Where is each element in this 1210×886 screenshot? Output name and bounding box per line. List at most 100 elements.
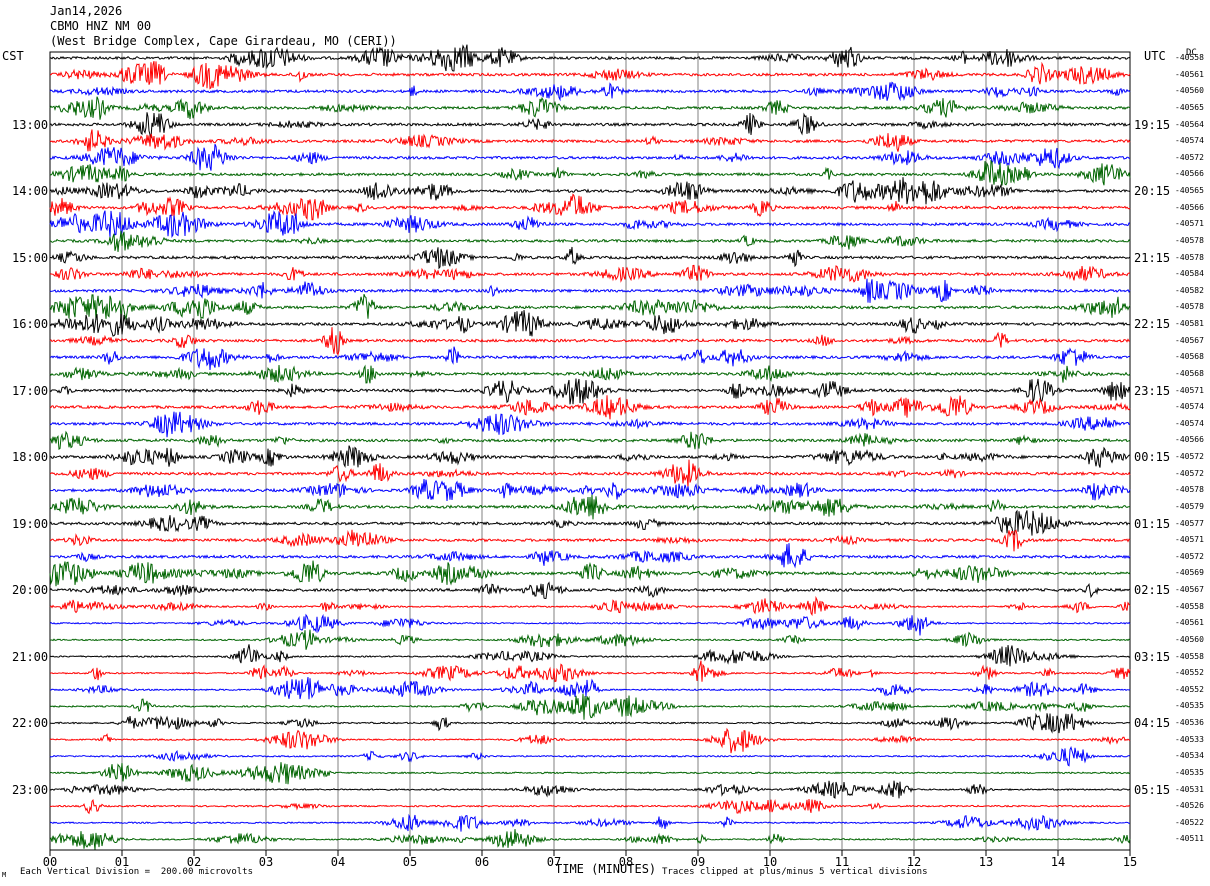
trace-line [49,378,1131,405]
trace-line [49,712,1131,734]
x-tick-label: 09 [691,855,705,869]
station-label: CBMO HNZ NM 00 [50,19,152,33]
left-hour-label: 14:00 [12,184,49,198]
dc-offset-label: -40566 [1175,169,1204,179]
clip-note: Traces clipped at plus/minus 5 vertical … [662,867,928,877]
x-tick-label: 10 [763,855,777,869]
right-hour-label: 04:15 [1134,716,1171,730]
left-hour-label: 18:00 [12,450,49,464]
dc-offset-label: -40565 [1175,102,1204,112]
trace-line [49,459,1131,488]
right-hour-label: 21:15 [1134,250,1171,265]
plot-frame [49,51,1131,851]
dc-offset-label: -40558 [1175,651,1204,661]
trace-line [49,613,1131,636]
cst-label: CST [2,49,24,63]
left-hour-label: 16:00 [12,317,49,331]
right-hour-label: 01:15 [1134,516,1171,531]
left-hour-label: 17:00 [12,383,49,398]
dc-offset-label: -40569 [1175,568,1204,578]
trace-line [49,177,1131,205]
dc-offset-label: -40572 [1175,152,1204,162]
dc-offset-label: -40578 [1175,485,1204,495]
dc-offset-label: -40565 [1175,186,1204,195]
left-hour-label: 23:00 [12,782,49,797]
x-tick-label: 03 [259,855,273,869]
trace-line [49,193,1131,221]
right-hour-label: 03:15 [1134,649,1171,664]
trace-line [49,210,1131,238]
left-hour-label: 22:00 [12,716,49,730]
x-tick-label: 11 [835,855,849,869]
trace-line [49,745,1131,767]
trace-line [49,595,1131,617]
x-axis-title: TIME (MINUTES) [555,862,657,876]
x-tick-label: 06 [475,855,489,869]
trace-line [49,829,1131,850]
right-hour-label: 20:15 [1134,184,1171,198]
trace-line [49,445,1131,469]
dc-offset-label: -40561 [1175,69,1204,79]
trace-line [49,294,1131,321]
trace-line [49,327,1131,356]
corner-mark: M [2,871,7,879]
utc-label: UTC [1144,49,1166,63]
dc-offset-label: -40533 [1175,734,1204,744]
right-hour-label: 00:15 [1134,450,1171,464]
trace-line [49,727,1131,754]
trace-line [50,246,1131,270]
dc-offset-label: -40558 [1175,601,1204,611]
dc-offset-label: -40560 [1175,86,1204,96]
x-tick-label: 07 [547,855,561,869]
left-hour-label: 21:00 [12,649,49,664]
x-tick-label: 08 [619,855,633,869]
trace-line [49,143,1130,171]
x-tick-label: 01 [115,855,129,869]
dc-offset-label: -40535 [1175,767,1204,777]
trace-line [49,364,1131,384]
right-hour-label: 23:15 [1134,383,1171,398]
x-tick-label: 15 [1123,855,1137,869]
trace-line [49,44,1131,72]
trace-line [49,798,1131,815]
right-hour-label: 02:15 [1134,583,1171,597]
dc-offset-label: -40522 [1175,817,1204,827]
right-hour-label: 22:15 [1134,317,1171,331]
dc-offset-label: -40574 [1175,136,1204,146]
dc-offset-label: -40568 [1175,352,1204,362]
trace-line [49,762,1131,785]
trace-line [49,346,1131,371]
left-hour-label: 19:00 [12,516,49,531]
trace-line [49,780,1131,799]
trace-line [49,159,1131,186]
dc-offset-label: -40536 [1175,718,1204,727]
dc-offset-label: -40571 [1175,385,1204,395]
left-hour-label: 15:00 [12,250,49,265]
trace-line [49,479,1131,502]
dc-offset-label: -40572 [1175,468,1204,478]
trace-line [49,278,1131,303]
x-tick-label: 04 [331,855,345,869]
trace-line [50,660,1131,683]
dc-offset-label: -40567 [1175,335,1204,345]
trace-line [49,494,1131,520]
x-tick-label: 14 [1051,855,1065,869]
site-label: (West Bridge Complex, Cape Girardeau, MO… [50,34,397,48]
dc-offset-label: -40578 [1175,252,1204,262]
trace-line [49,395,1131,420]
dc-offset-label: -40566 [1175,435,1204,445]
dc-offset-label: -40578 [1175,235,1204,245]
dc-offset-label: -40526 [1175,801,1204,811]
left-hour-label: 13:00 [12,117,49,132]
dc-offset-label: -40567 [1175,585,1204,594]
trace-line [49,411,1131,438]
dc-offset-label: -40566 [1175,202,1204,212]
trace-line [49,96,1131,120]
dc-offset-label: -40571 [1175,535,1204,545]
scale-note: Each Vertical Division = 200.00 microvol… [20,867,253,877]
trace-line [49,629,1131,650]
dc-offset-label: -40572 [1175,452,1204,461]
trace-line [49,581,1131,600]
trace-line [49,81,1131,102]
